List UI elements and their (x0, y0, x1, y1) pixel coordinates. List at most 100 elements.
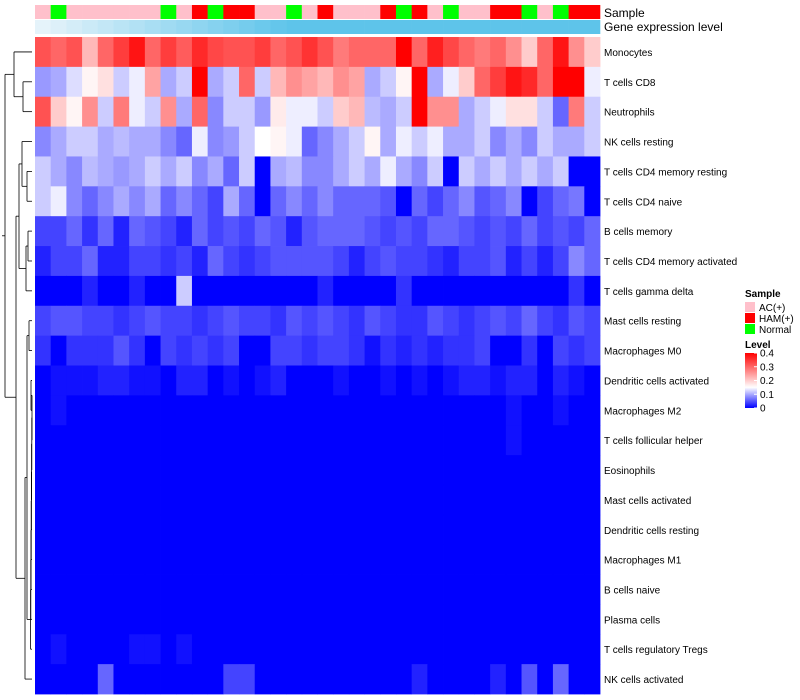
heatmap-cell (552, 96, 570, 127)
heatmap-cell (270, 335, 287, 366)
heatmap-cell (552, 425, 570, 456)
heatmap-cell (380, 126, 397, 157)
heatmap-cell (66, 604, 83, 635)
heatmap-cell (82, 37, 99, 68)
heatmap-cell (176, 335, 193, 366)
heatmap-cell (474, 37, 491, 68)
heatmap-cell (270, 246, 287, 277)
heatmap-cell (191, 574, 209, 605)
gene-expression-annotation-cell (50, 20, 67, 34)
heatmap-cell (568, 365, 585, 396)
heatmap-cell (129, 275, 146, 307)
heatmap-cell (568, 514, 585, 546)
gene-expression-annotation-cell (176, 20, 193, 34)
level-ticks: 0.4 0.3 0.2 0.1 0 (754, 349, 774, 415)
heatmap-cell (490, 66, 507, 98)
row-label: Monocytes (604, 48, 652, 59)
gene-expression-annotation-cell (35, 20, 51, 34)
heatmap-cell (490, 455, 507, 486)
sample-annotation-cell (364, 5, 381, 19)
heatmap-cell (286, 664, 303, 695)
heatmap-cell (191, 425, 209, 456)
heatmap-cell (35, 37, 52, 68)
heatmap-cell (35, 156, 52, 187)
heatmap-cell (144, 634, 161, 665)
heatmap-cell (443, 664, 460, 695)
heatmap-cell (176, 246, 193, 277)
heatmap-cell (395, 484, 413, 516)
heatmap-cell (568, 484, 585, 516)
heatmap-cell (505, 156, 522, 187)
heatmap-cell (50, 246, 67, 277)
sample-annotation-cell (82, 5, 99, 19)
heatmap-cell (223, 37, 240, 68)
sample-annotation-cell (129, 5, 146, 19)
heatmap-cell (129, 425, 146, 456)
gene-expression-annotation-cell (207, 20, 224, 34)
heatmap-cell (35, 305, 52, 337)
heatmap-cell (270, 305, 287, 337)
heatmap-cell (568, 634, 585, 665)
heatmap-cell (474, 514, 491, 546)
heatmap-cell (568, 455, 585, 486)
heatmap-cell (364, 216, 381, 247)
heatmap-cell (395, 604, 413, 635)
heatmap-cell (411, 216, 428, 247)
heatmap-cell (82, 156, 99, 187)
heatmap-cell (395, 126, 413, 157)
heatmap-cell (537, 96, 554, 127)
heatmap-cell (35, 275, 52, 307)
heatmap-cell (364, 246, 381, 277)
heatmap-cell (364, 634, 381, 665)
heatmap-cell (427, 455, 444, 486)
heatmap-cell (144, 664, 161, 695)
sample-annotation-cell (207, 5, 224, 19)
gene-expression-track-label: Gene expression level (604, 20, 723, 34)
heatmap-cell (239, 425, 256, 456)
heatmap-cell (568, 395, 585, 426)
heatmap-cell (395, 514, 413, 546)
heatmap-cell (97, 96, 114, 127)
heatmap-cell (207, 365, 224, 396)
heatmap-cell (411, 455, 428, 486)
heatmap-cell (364, 455, 381, 486)
heatmap-cell (427, 216, 444, 247)
heatmap-cell (584, 484, 601, 516)
heatmap-cell (254, 604, 271, 635)
heatmap-cell (568, 216, 585, 247)
heatmap-cell (474, 604, 491, 635)
heatmap-cell (584, 156, 601, 187)
heatmap-cell (411, 395, 428, 426)
heatmap-cell (191, 395, 209, 426)
heatmap-cell (395, 305, 413, 337)
heatmap-cell (411, 425, 428, 456)
heatmap-cell (568, 664, 585, 695)
heatmap-cell (66, 335, 83, 366)
heatmap-cell (364, 66, 381, 98)
heatmap-cell (286, 484, 303, 516)
heatmap-cell (521, 335, 538, 366)
heatmap-cell (160, 37, 177, 68)
row-label: T cells regulatory Tregs (604, 645, 708, 656)
heatmap-cell (348, 634, 365, 665)
heatmap-cell (176, 574, 193, 605)
heatmap-cell (380, 425, 397, 456)
heatmap-cell (584, 634, 601, 665)
gene-expression-annotation-cell (129, 20, 146, 34)
heatmap-cell (270, 395, 287, 426)
heatmap-cell (129, 216, 146, 247)
heatmap-cell (270, 37, 287, 68)
heatmap-cell (113, 395, 130, 426)
heatmap-cell (395, 156, 413, 187)
heatmap-cell (35, 246, 52, 277)
gene-expression-annotation-cell (521, 20, 538, 34)
heatmap-cell (521, 305, 538, 337)
heatmap-cell (176, 455, 193, 486)
heatmap-cell (552, 604, 570, 635)
heatmap-cell (458, 544, 475, 575)
row-label: Macrophages M1 (604, 556, 682, 567)
heatmap-cell (113, 425, 130, 456)
heatmap-cell (537, 514, 554, 546)
heatmap-cell (286, 66, 303, 98)
heatmap-cell (286, 156, 303, 187)
